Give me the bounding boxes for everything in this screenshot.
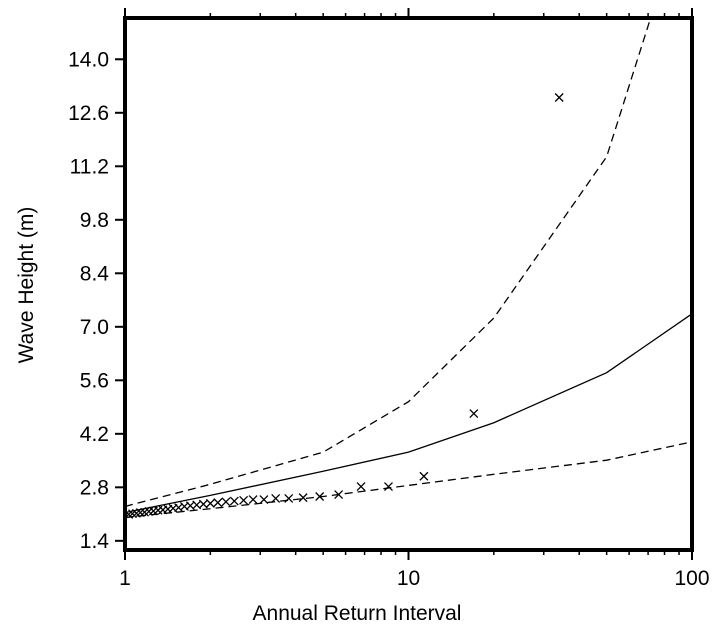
data-point: [229, 496, 239, 506]
x-tick-label: 1: [119, 567, 131, 590]
data-point: [384, 482, 393, 492]
data-point: [419, 471, 429, 481]
y-tick-label: 5.6: [80, 369, 109, 392]
data-point: [271, 493, 281, 503]
data-point: [239, 495, 249, 505]
y-tick-label: 1.4: [80, 530, 110, 553]
x-tick-label: 10: [397, 567, 420, 590]
y-tick-label: 8.4: [80, 262, 110, 285]
y-tick-label: 12.6: [68, 102, 109, 125]
plot-area: [125, 18, 692, 519]
y-tick-label: 4.2: [80, 423, 109, 446]
x-tick-label: 100: [674, 567, 709, 590]
data-point: [284, 493, 294, 503]
data-point: [356, 482, 366, 492]
y-tick-label: 2.8: [80, 476, 109, 499]
x-axis-label: Annual Return Interval: [253, 602, 462, 625]
data-point: [213, 498, 223, 508]
data-point: [469, 409, 479, 419]
dashed-line: [125, 441, 692, 519]
data-point: [554, 93, 564, 102]
data-point: [298, 493, 308, 503]
solid-line: [125, 313, 692, 514]
plot-frame: [123, 16, 694, 552]
y-tick-label: 7.0: [80, 316, 109, 339]
y-tick-label: 11.2: [70, 155, 109, 178]
y-tick-label: 9.8: [80, 209, 109, 232]
y-axis-label: Wave Height (m): [15, 207, 38, 364]
y-tick-label: 14.0: [68, 48, 109, 71]
dashed-line: [125, 18, 652, 508]
data-point: [248, 495, 258, 505]
data-point: [221, 497, 231, 507]
data-point: [259, 495, 269, 505]
